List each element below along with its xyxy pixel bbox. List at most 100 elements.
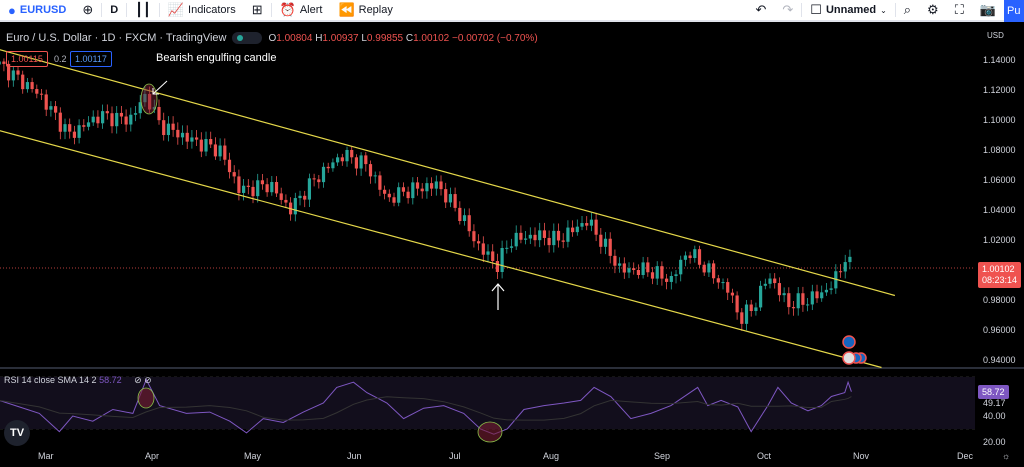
candle (608, 238, 612, 256)
candle (425, 183, 429, 192)
rsi-tick: 40.00 (983, 411, 1006, 421)
candle (829, 288, 833, 290)
candle (458, 207, 462, 222)
candle (505, 247, 509, 249)
rsi-band (0, 377, 975, 429)
rsi-low-highlight (477, 421, 503, 443)
candle (21, 74, 25, 90)
rsi-legend: RSI 14 close SMA 14 2 58.72 ⊘ ⊘ (4, 375, 152, 385)
alert-button[interactable]: ⏰ Alert (272, 0, 331, 20)
candle (486, 251, 490, 255)
candle (735, 295, 739, 313)
candle (509, 246, 514, 248)
candle (176, 129, 180, 138)
candle (345, 149, 349, 162)
candle (777, 283, 782, 296)
candle (303, 195, 307, 200)
layout-button[interactable]: ☐ Unnamed ⌄ (802, 0, 894, 20)
search-button[interactable]: ⌕ (896, 0, 919, 20)
candle (594, 219, 598, 235)
sell-button[interactable]: 1.00115 (6, 51, 48, 67)
indicators-icon: 📈 (167, 2, 185, 17)
candle (171, 123, 175, 130)
buy-button[interactable]: 1.00117 (70, 51, 112, 67)
replay-button[interactable]: ⏪ Replay (330, 0, 400, 20)
snapshot-button[interactable]: 📷 (972, 0, 1004, 20)
price-tick: 0.98000 (983, 295, 1016, 305)
market-status[interactable] (232, 32, 263, 44)
candle (660, 266, 664, 279)
us-event-icon[interactable] (842, 351, 856, 365)
gear-icon: ⚙ (927, 2, 939, 17)
candle (674, 274, 678, 277)
candle (237, 176, 241, 193)
candle (105, 111, 109, 114)
rsi-peak-highlight (137, 387, 155, 409)
candle (39, 93, 44, 95)
candle (77, 125, 81, 138)
candle (538, 230, 542, 241)
candle (336, 157, 340, 163)
candle (91, 116, 95, 123)
sun-settings-icon[interactable]: ☼ (1002, 451, 1011, 461)
plus-circle-icon: ⊕ (82, 2, 94, 17)
candle (533, 234, 537, 241)
price-tick: 1.06000 (983, 175, 1016, 185)
candle (477, 241, 481, 244)
redo-button[interactable]: ↷ (774, 0, 801, 20)
candle (274, 182, 279, 194)
indicators-button[interactable]: 📈 Indicators (160, 0, 244, 20)
currency-selector[interactable]: USD (987, 31, 1004, 40)
candle (72, 131, 77, 138)
templates-button[interactable]: ⊞ (244, 0, 271, 20)
candle (787, 293, 791, 308)
candle (185, 132, 189, 142)
candle (439, 181, 443, 190)
publish-button[interactable]: Pu (1004, 0, 1024, 22)
top-toolbar: ● EURUSD ⊕ D ┃┃ 📈 Indicators ⊞ ⏰ Alert ⏪ Rep… (0, 0, 1024, 22)
fullscreen-button[interactable]: ⛶ (947, 0, 972, 20)
candle (284, 199, 288, 203)
candle (406, 191, 410, 199)
candle (495, 261, 500, 273)
candle (759, 285, 763, 308)
undo-button[interactable]: ↶ (747, 0, 774, 20)
candle (467, 215, 471, 232)
eu-event-icon[interactable] (842, 335, 856, 349)
candle (815, 291, 819, 299)
alert-label: Alert (299, 4, 323, 16)
symbol-search[interactable]: ● EURUSD (0, 0, 74, 20)
chart-type-button[interactable]: ┃┃ (127, 0, 159, 20)
candle (824, 289, 829, 293)
candle (589, 219, 594, 226)
candle (726, 282, 730, 293)
grid-icon: ⊞ (251, 2, 263, 17)
candle (481, 243, 485, 255)
candle (166, 123, 171, 136)
candle (763, 283, 767, 286)
candle (340, 157, 344, 162)
camera-icon: 📷 (979, 2, 996, 17)
candle (397, 187, 401, 203)
candle (49, 106, 53, 110)
candle (791, 307, 796, 309)
candle (2, 61, 6, 64)
tradingview-logo[interactable]: TV (4, 420, 30, 446)
candle (415, 182, 420, 189)
candle (312, 178, 316, 180)
candle (702, 264, 706, 273)
interval-button[interactable]: D (102, 0, 126, 20)
compare-button[interactable]: ⊕ (74, 0, 101, 20)
candle (326, 166, 330, 169)
engulfing-arrow (152, 80, 168, 95)
candle (603, 238, 608, 247)
settings-button[interactable]: ⚙ (919, 0, 947, 20)
candle (307, 178, 312, 200)
candle (773, 278, 777, 284)
candle (768, 278, 772, 284)
candle (641, 262, 645, 275)
candle (162, 120, 166, 136)
candle (500, 247, 504, 273)
candle (542, 230, 547, 238)
